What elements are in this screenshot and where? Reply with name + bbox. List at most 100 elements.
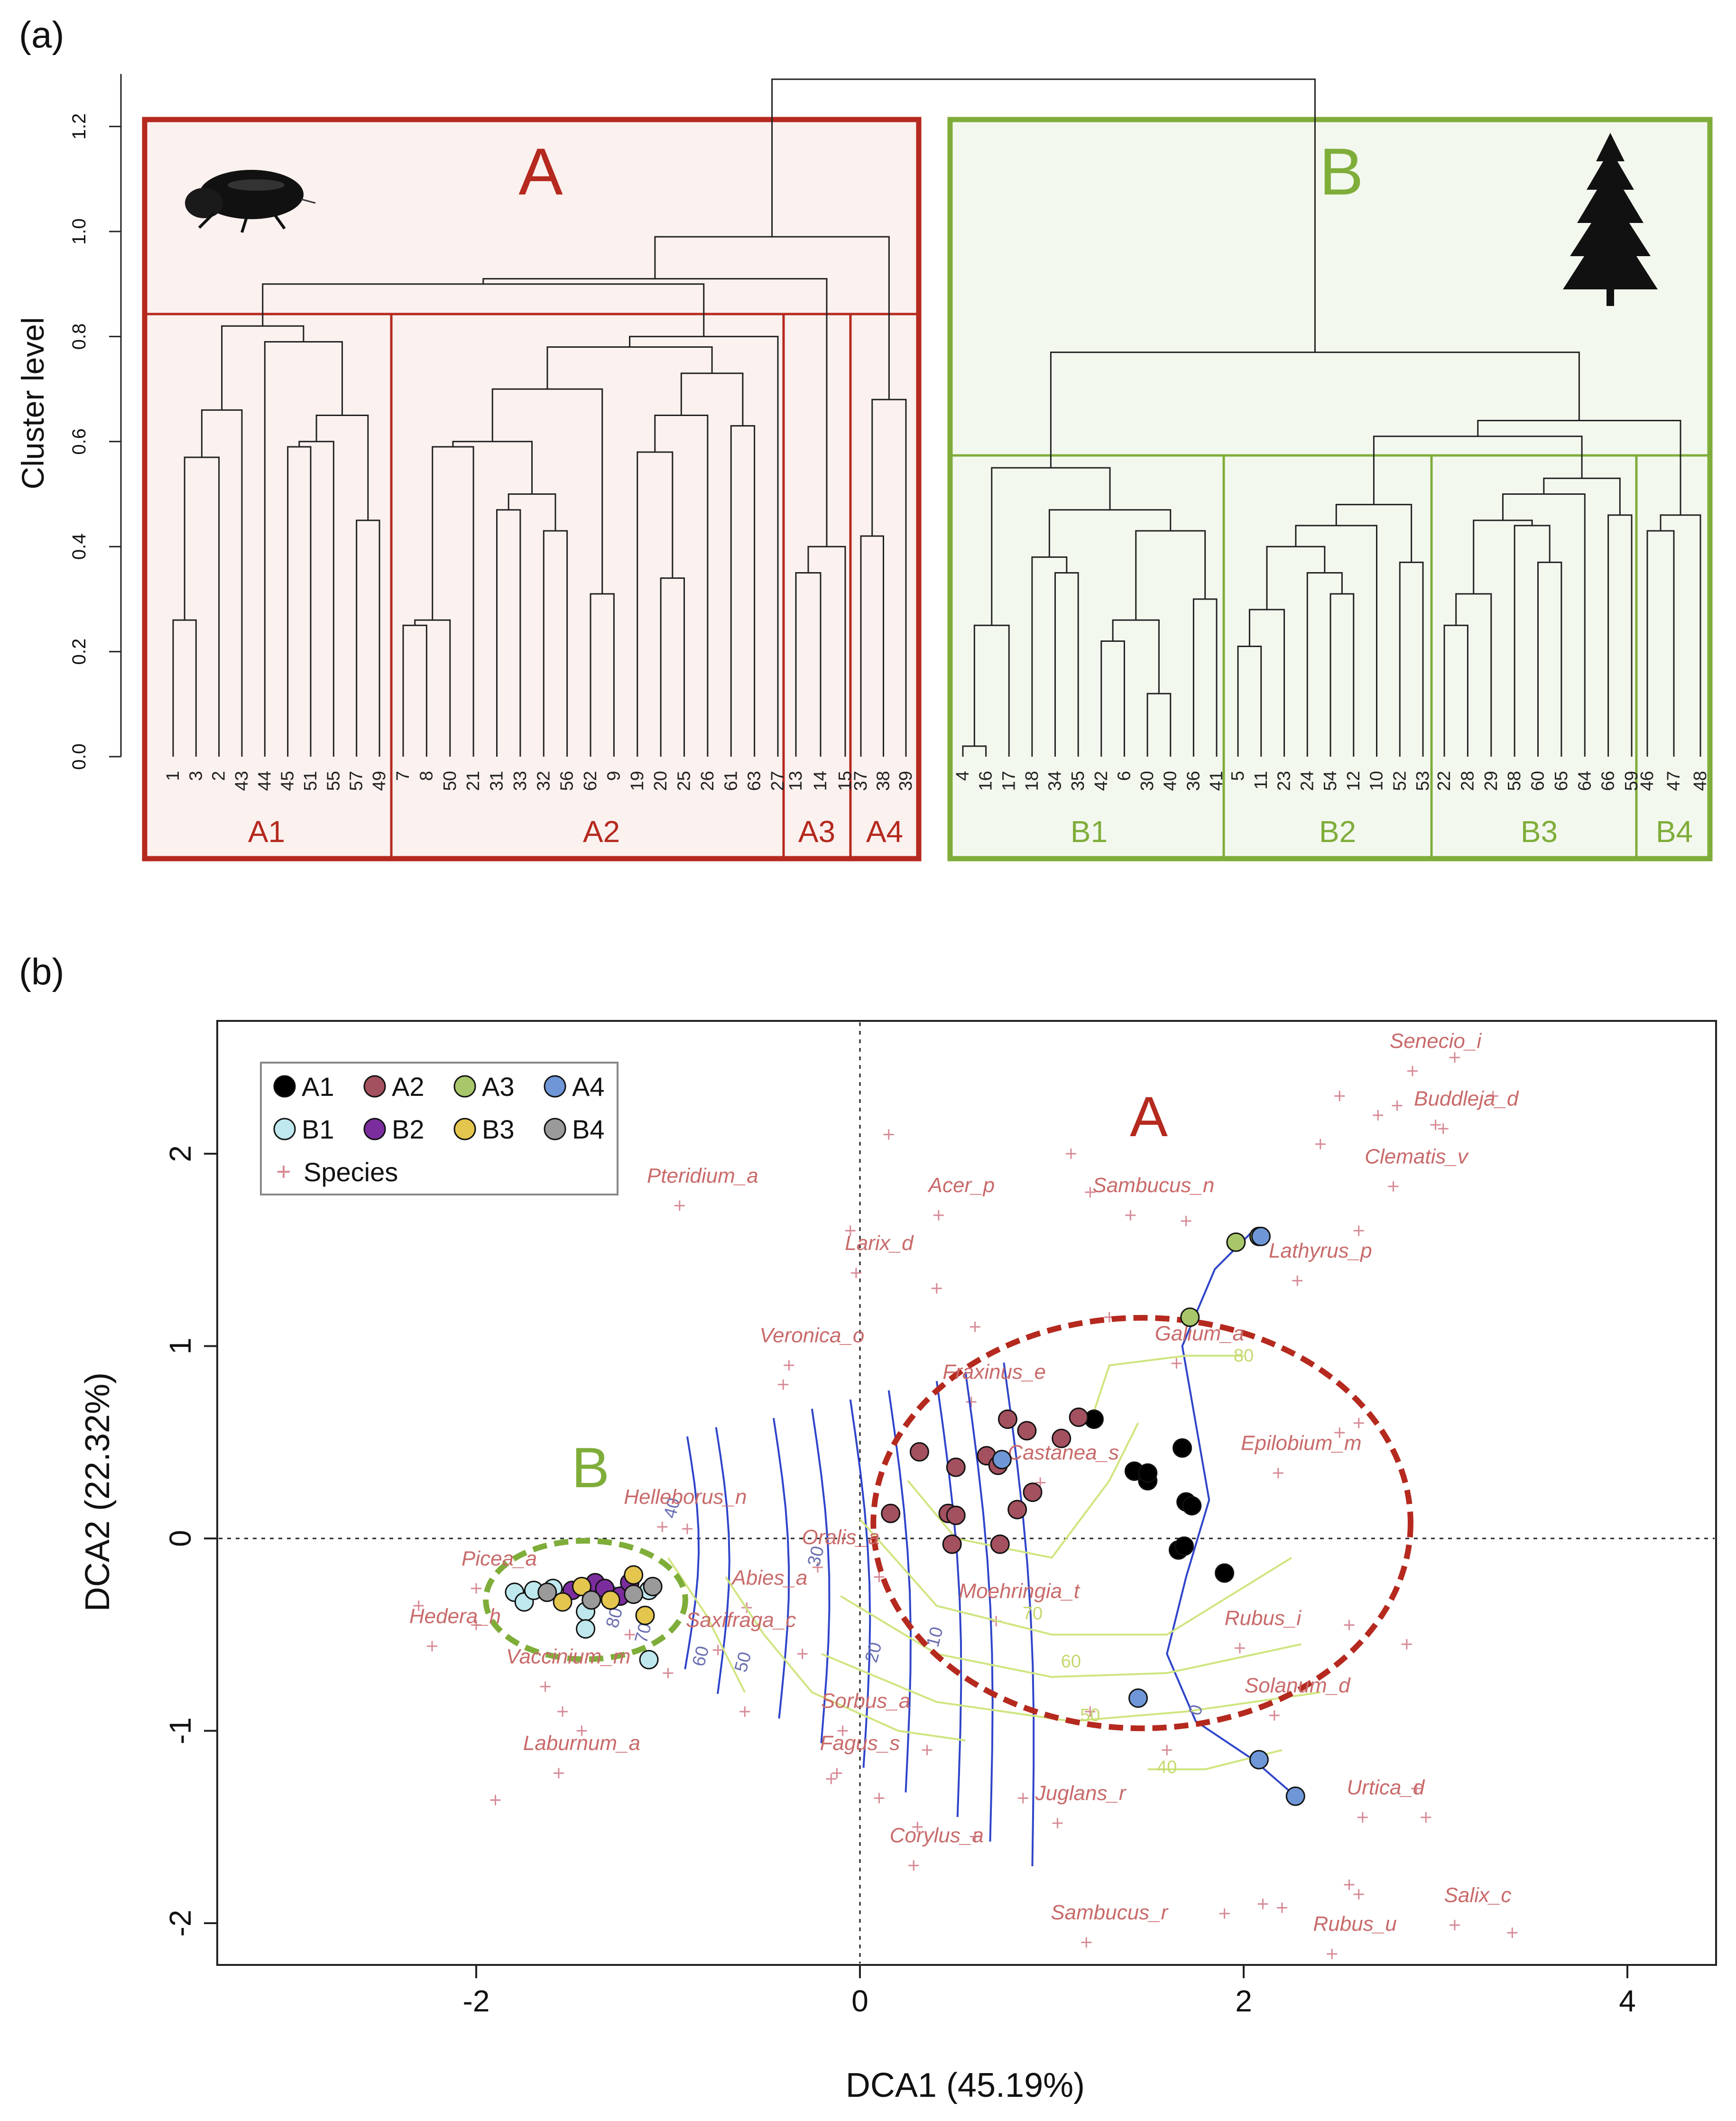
species-marker <box>674 1200 685 1211</box>
species-marker <box>1421 1812 1431 1823</box>
leaf-label: 26 <box>698 771 718 791</box>
species-marker <box>1334 1427 1345 1438</box>
dendrogram-y-label: Cluster level <box>15 317 50 489</box>
leaf-label: 52 <box>1390 771 1410 791</box>
species-marker <box>1315 1139 1326 1149</box>
ordination-axes: -2 0 2 4 -2 -1 0 1 2 <box>163 1145 1636 2018</box>
species-marker <box>931 1283 942 1294</box>
site-point-a1 <box>1138 1463 1158 1483</box>
green-contour-line <box>907 1422 1139 1559</box>
leaf-label: 34 <box>1045 771 1065 791</box>
legend-marker <box>544 1118 566 1140</box>
leaf-label: 7 <box>393 771 413 781</box>
species-label: Vaccinium_m <box>506 1645 630 1668</box>
site-point-a2 <box>942 1534 962 1554</box>
bark-beetle-icon <box>185 170 316 233</box>
x-tick-label: 0 <box>851 1984 868 2018</box>
leaf-label: 5 <box>1228 771 1248 781</box>
species-marker <box>663 1667 674 1678</box>
species-marker <box>922 1745 933 1756</box>
legend-label: A3 <box>482 1072 515 1102</box>
species-marker <box>426 1641 437 1652</box>
site-point-a2 <box>997 1409 1017 1429</box>
site-point-b3 <box>600 1590 620 1610</box>
species-label: Solanum_d <box>1245 1674 1351 1697</box>
site-point-a4 <box>1128 1688 1148 1708</box>
species-label: Urtica_d <box>1347 1776 1425 1799</box>
leaf-label: 9 <box>604 771 624 781</box>
legend-marker <box>453 1118 476 1140</box>
site-point-b3 <box>635 1605 655 1625</box>
leaf-label: 61 <box>721 771 741 791</box>
species-label: Sorbus_a <box>821 1689 910 1713</box>
leaf-label: 1 <box>163 771 183 781</box>
leaf-label: 18 <box>1022 771 1042 791</box>
species-label: Saxifraga_c <box>686 1609 796 1632</box>
legend-label: B1 <box>302 1114 334 1144</box>
y-tick-label: 0.0 <box>69 743 90 770</box>
site-point-a4 <box>1249 1750 1269 1769</box>
ellipse-a-label: A <box>1130 1085 1168 1148</box>
site-point-a2 <box>881 1503 901 1523</box>
species-marker <box>682 1523 693 1534</box>
cluster-cut-lines <box>145 313 1710 859</box>
species-marker <box>908 1860 919 1871</box>
green-contour-line <box>1089 1354 1244 1424</box>
contour-lines: 90807060504030201008070605040 <box>599 1230 1321 1867</box>
species-marker <box>1344 1879 1355 1890</box>
site-point-a2 <box>1007 1500 1027 1519</box>
leaf-label: 56 <box>557 771 577 791</box>
species-marker <box>1125 1210 1136 1221</box>
leaf-label: 38 <box>874 771 894 791</box>
subcluster-a1-label: A1 <box>248 815 285 849</box>
leaf-label: 31 <box>487 771 507 791</box>
species-label: Laburnum_a <box>523 1732 640 1755</box>
species-marker <box>826 1773 837 1784</box>
species-marker <box>1438 1123 1449 1134</box>
leaf-label: 15 <box>835 771 855 791</box>
species-marker <box>1257 1899 1268 1909</box>
species-marker <box>874 1572 885 1583</box>
species-marker <box>413 1600 424 1611</box>
species-marker <box>553 1768 564 1778</box>
legend-label: B3 <box>482 1114 515 1144</box>
x-axis-label: DCA1 (45.19%) <box>846 2066 1085 2104</box>
species-marker <box>813 1562 823 1573</box>
species-marker <box>1334 1091 1345 1102</box>
site-point-a1 <box>1215 1563 1235 1583</box>
site-point-b4 <box>582 1590 601 1610</box>
leaf-label: 44 <box>255 771 275 791</box>
blue-contour-line <box>811 1408 831 1743</box>
leaf-label: 6 <box>1114 771 1134 781</box>
species-marker <box>1411 1783 1422 1794</box>
species-marker <box>1219 1908 1230 1919</box>
legend-species-label: Species <box>304 1157 398 1187</box>
leaf-label: 39 <box>896 771 916 791</box>
green-contour-line <box>859 1519 1293 1636</box>
site-point-a1 <box>1174 1536 1194 1556</box>
species-marker <box>1085 1706 1096 1717</box>
blue-contour-line <box>935 1381 962 1817</box>
panel-a-label: (a) <box>19 14 64 56</box>
leaf-label: 27 <box>768 771 788 791</box>
leaf-label: 4 <box>953 771 973 781</box>
leaf-label: 35 <box>1068 771 1088 791</box>
species-marker <box>1181 1215 1191 1226</box>
group-a-title: A <box>518 134 563 209</box>
site-point-b4 <box>624 1584 644 1604</box>
leaf-label: 19 <box>628 771 647 791</box>
legend-label: A2 <box>392 1072 425 1102</box>
blue-contour-line <box>773 1417 790 1719</box>
blue-contour-line <box>684 1436 700 1670</box>
y-tick-label: 0.6 <box>69 428 90 455</box>
leaf-label: 57 <box>347 771 367 791</box>
species-marker <box>1392 1100 1403 1111</box>
leaf-label: 53 <box>1413 771 1433 791</box>
y-tick-label: 1.2 <box>69 113 90 140</box>
species-marker <box>471 1583 481 1594</box>
leaf-label: 64 <box>1575 771 1595 791</box>
leaf-label: 66 <box>1598 771 1618 791</box>
x-tick-label: 4 <box>1619 1984 1636 2018</box>
green-contour-label: 40 <box>1157 1758 1177 1778</box>
ellipse-b-label: B <box>572 1436 609 1500</box>
